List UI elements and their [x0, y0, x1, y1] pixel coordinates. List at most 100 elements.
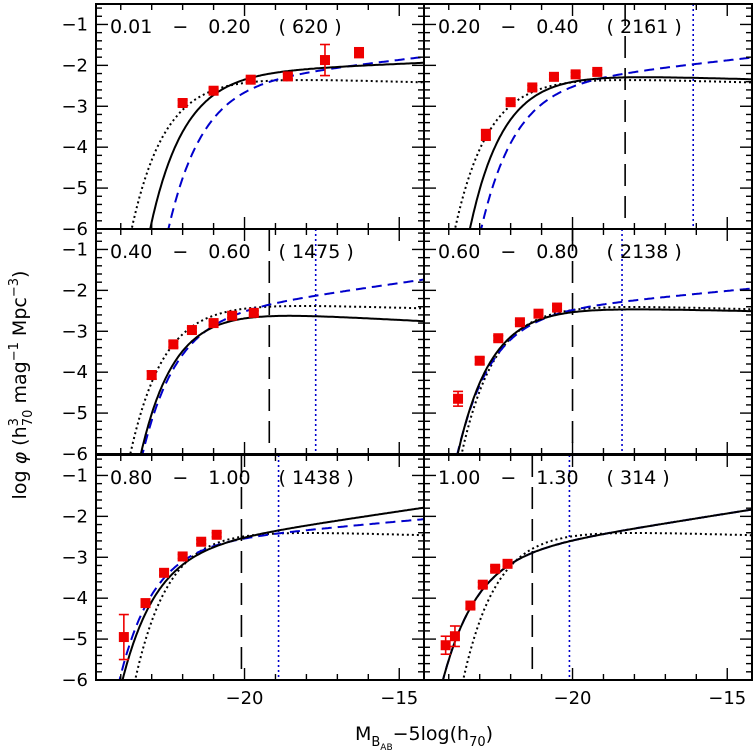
panel-plot-area [130, 43, 424, 229]
data-point [474, 355, 485, 366]
panel-1: 0.01−0.20 ( 620 ) −6 −5 −4 −3 −2 −1 [61, 3, 425, 240]
data-point [570, 69, 581, 80]
bin-zhi: 0.80 [536, 241, 578, 263]
bin-zlo: 0.40 [110, 241, 152, 263]
y-title-phi: φ [9, 451, 31, 464]
panel-grid: 0.01−0.20( 620 )−6−5−4−3−2−1 0.20−0.40( 2… [61, 3, 753, 709]
bin-zlo: 1.00 [438, 467, 480, 489]
panel-4: 0.60−0.80 ( 2138 ) [423, 228, 753, 455]
y-tick-label: −2 [61, 506, 88, 527]
redshift-bin-label: 0.60−0.80 ( 2138 ) [438, 241, 682, 263]
redshift-bin-label: 0.40−0.60 ( 1475 ) [110, 241, 354, 263]
bin-zhi: 1.30 [536, 467, 578, 489]
model-curve-solid [149, 61, 424, 229]
data-point [186, 325, 197, 336]
data-point [354, 46, 365, 59]
x-title-rest: −5log(h [393, 723, 469, 745]
bin-count: ( 1475 ) [279, 241, 354, 263]
bin-zlo: 0.80 [110, 467, 152, 489]
panel-6: 1.00−1.30 ( 314 ) −20 −15 [423, 454, 753, 709]
y-tick-label: −4 [61, 588, 88, 609]
redshift-bin-label: 0.01−0.20 ( 620 ) [110, 16, 342, 38]
y-tick-label: −3 [61, 547, 88, 568]
model-curve-dotted [453, 79, 752, 229]
model-curve-dashed [480, 56, 752, 229]
bin-zhi: 1.00 [208, 467, 250, 489]
x-title-close: ) [486, 723, 493, 745]
bin-count: ( 1438 ) [279, 467, 354, 489]
y-title-mag: mag [9, 361, 31, 409]
data-point [527, 82, 538, 93]
model-curve-solid [441, 508, 752, 680]
bin-zhi: 0.20 [208, 16, 250, 38]
x-tick-label: −15 [708, 688, 746, 709]
data-point [480, 128, 491, 142]
model-curve-dotted [460, 306, 752, 454]
x-title-sub2: AB [380, 743, 392, 753]
y-tick-label: −2 [61, 55, 88, 76]
model-curve-dotted [129, 305, 424, 454]
model-curve-solid [139, 314, 424, 454]
y-tick-label: −2 [61, 280, 88, 301]
y-tick-label: −5 [61, 629, 88, 650]
panel-5: 0.80−1.00 ( 1438 ) −6 −5 −4 −3 −2 −1 −20 −15 [61, 454, 425, 709]
panel-plot-area [129, 229, 424, 454]
bin-count: ( 2138 ) [607, 241, 682, 263]
data-point [282, 71, 293, 82]
data-point [208, 318, 219, 329]
bin-dash: − [500, 467, 516, 489]
y-tick-label: −1 [61, 14, 88, 35]
data-point [548, 71, 559, 82]
y-tick-label: −1 [61, 465, 88, 486]
y-title-close: ) [9, 271, 31, 278]
panel-plot-area [118, 455, 424, 680]
model-curve-solid [456, 308, 752, 454]
x-tick-label: −15 [380, 688, 418, 709]
data-point [208, 85, 219, 96]
data-point [453, 390, 464, 407]
bin-dash: − [172, 467, 188, 489]
y-title-sup: 3 [7, 418, 22, 426]
bin-count: ( 314 ) [607, 467, 670, 489]
data-point [140, 598, 151, 609]
data-point [319, 43, 330, 77]
y-title-main: log [9, 464, 31, 499]
bin-zhi: 0.40 [536, 16, 578, 38]
data-point [505, 97, 516, 108]
x-title-m: M [355, 723, 371, 745]
model-curve-dashed [167, 55, 424, 229]
data-point [211, 529, 222, 540]
model-curve-dashed [456, 287, 752, 454]
data-point [514, 317, 525, 328]
data-point [440, 635, 451, 656]
data-point [159, 567, 170, 578]
y-tick-label: −5 [61, 403, 88, 424]
y-tick-label: −3 [61, 321, 88, 342]
data-point [552, 302, 563, 313]
y-title-sup2: −1 [7, 342, 22, 361]
data-point [118, 613, 129, 661]
data-point [449, 625, 460, 648]
data-point [177, 551, 188, 562]
data-point [493, 333, 504, 344]
bin-dash: − [500, 16, 516, 38]
data-point [196, 536, 207, 547]
data-point [592, 66, 603, 77]
data-point [245, 74, 256, 85]
data-point [490, 563, 501, 574]
bin-zhi: 0.60 [208, 241, 250, 263]
bin-zlo: 0.20 [438, 16, 480, 38]
data-point [168, 339, 179, 350]
model-curve-solid [468, 76, 752, 229]
y-tick-label: −3 [61, 96, 88, 117]
bin-count: ( 620 ) [279, 16, 342, 38]
model-curve-dotted [130, 79, 424, 229]
panel-frame [423, 454, 753, 681]
y-tick-label: −6 [61, 670, 88, 691]
redshift-bin-label: 1.00−1.30 ( 314 ) [438, 467, 670, 489]
data-point [146, 370, 157, 381]
data-point [248, 307, 259, 318]
bin-count: ( 2161 ) [607, 16, 682, 38]
redshift-bin-label: 0.80−1.00 ( 1438 ) [110, 467, 354, 489]
